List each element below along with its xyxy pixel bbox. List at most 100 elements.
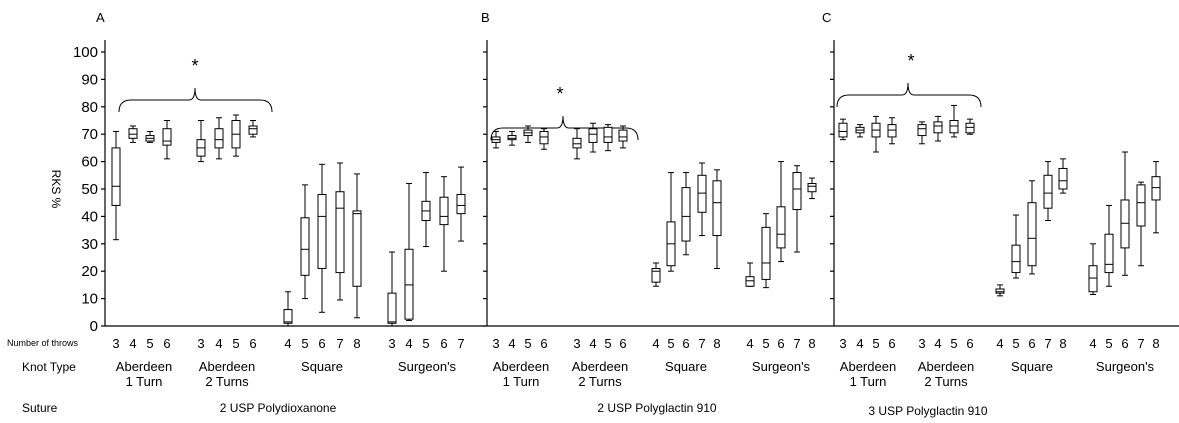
panel-b-box-4-6-throws-label: 6	[777, 336, 784, 351]
panel-a-box-2-4-iqr	[214, 128, 224, 149]
panel-b-box-3-4-throws-label: 4	[652, 336, 659, 351]
panel-a-y-tick-label: 80	[81, 99, 98, 116]
panel-c-box-4-5-throws-label: 5	[1105, 336, 1112, 351]
panel-c-box-2-6-throws-label: 6	[966, 336, 973, 351]
panel-a-box-3-7-iqr	[335, 191, 345, 274]
panel-c-knot-label-4: Surgeon's	[1096, 359, 1155, 374]
panel-b-box-4-6-iqr	[776, 206, 786, 249]
panel-c-box-3-5-iqr	[1011, 244, 1021, 274]
panel-b-box-2-6-iqr	[618, 129, 628, 142]
panel-a-box-4-5-throws-label: 5	[422, 336, 429, 351]
panel-c-knot-label-2: Aberdeen	[918, 359, 974, 374]
row-label-suture: Suture	[22, 401, 58, 415]
panel-b-box-4-5-iqr	[761, 226, 771, 280]
panel-b-box-1-3-throws-label: 3	[492, 336, 499, 351]
panel-c-significance-brace	[836, 82, 982, 108]
panel-c-box-1-5-throws-label: 5	[872, 336, 879, 351]
panel-b-box-2-4-throws-label: 4	[589, 336, 596, 351]
panel-c-box-2-6-iqr	[965, 122, 975, 134]
panel-c-box-3-8-iqr	[1058, 167, 1068, 190]
panel-a-box-1-3-throws-label: 3	[112, 336, 119, 351]
panel-c-box-4-6-iqr	[1120, 199, 1130, 249]
panel-a-box-3-5-throws-label: 5	[301, 336, 308, 351]
panel-c-box-1-6-iqr	[887, 124, 897, 138]
panel-a-significance-star: *	[191, 56, 198, 76]
panel-c-box-3-4-throws-label: 4	[996, 336, 1003, 351]
panel-c-box-3-5-throws-label: 5	[1012, 336, 1019, 351]
panel-c-box-1-6-throws-label: 6	[888, 336, 895, 351]
panel-b-box-2-5-throws-label: 5	[604, 336, 611, 351]
panel-b-box-2-4-iqr	[588, 128, 598, 143]
panel-a-y-tick-label: 20	[81, 263, 98, 280]
panel-c-box-2-4-iqr	[933, 121, 943, 134]
panel-a-box-3-8-throws-label: 8	[353, 336, 360, 351]
panel-c-box-3-7-iqr	[1043, 174, 1053, 209]
panel-a-knot-label-3: Square	[301, 359, 343, 374]
panel-c-box-4-7-iqr	[1136, 184, 1146, 227]
panel-a-box-3-7-throws-label: 7	[336, 336, 343, 351]
panel-a-box-3-4-throws-label: 4	[284, 336, 291, 351]
panel-b-box-2-3-iqr	[572, 137, 582, 149]
panel-a-knot-sublabel-1: 1 Turn	[126, 374, 163, 389]
panel-b-knot-label-1: Aberdeen	[493, 359, 549, 374]
panel-a-box-2-6-throws-label: 6	[249, 336, 256, 351]
panel-b-box-1-5-throws-label: 5	[524, 336, 531, 351]
panel-a-box-1-3-iqr	[111, 147, 121, 206]
panel-b-box-3-8-iqr	[712, 180, 722, 237]
panel-a-box-1-6-throws-label: 6	[163, 336, 170, 351]
panel-b-box-3-4-iqr	[651, 267, 661, 283]
panel-a-letter: A	[96, 10, 105, 25]
panel-c-box-3-6-iqr	[1027, 202, 1037, 267]
panel-c-box-3-8-throws-label: 8	[1059, 336, 1066, 351]
panel-a-box-4-7-iqr	[456, 193, 466, 215]
panel-c-letter: C	[822, 10, 831, 25]
panel-a-box-3-5-iqr	[300, 217, 310, 276]
panel-a-box-1-5-throws-label: 5	[146, 336, 153, 351]
panel-b-box-1-6-iqr	[539, 130, 549, 145]
row-label-throws: Number of throws	[7, 338, 79, 348]
panel-a-box-4-6-iqr	[439, 196, 449, 226]
panel-a-knot-label-2: Aberdeen	[199, 359, 255, 374]
panel-b-suture-label: 2 USP Polyglactin 910	[597, 401, 717, 415]
panel-a-y-tick-label: 30	[81, 236, 98, 253]
panel-a-knot-label-4: Surgeon's	[398, 359, 457, 374]
panel-a-box-1-4-iqr	[128, 128, 138, 139]
panel-a-y-tick-label: 10	[81, 291, 98, 308]
panel-c-box-3-4-iqr	[995, 288, 1005, 294]
panel-a-suture-label: 2 USP Polydioxanone	[220, 401, 337, 415]
row-label-knot-type: Knot Type	[22, 360, 76, 374]
panel-a-box-3-6-iqr	[317, 193, 327, 269]
panel-c-box-4-5-iqr	[1104, 233, 1114, 274]
panel-a-box-2-6-iqr	[248, 125, 258, 135]
panel-b-box-1-6-throws-label: 6	[540, 336, 547, 351]
panel-a-y-tick-label: 100	[73, 44, 98, 61]
panel-a-y-tick-label: 50	[81, 181, 98, 198]
panel-b-box-2-6-throws-label: 6	[619, 336, 626, 351]
panel-a-y-tick-label: 0	[90, 318, 98, 335]
panel-c-knot-label-3: Square	[1011, 359, 1053, 374]
panel-a-box-3-8-iqr	[352, 210, 362, 287]
panel-b-box-1-4-throws-label: 4	[508, 336, 515, 351]
panel-b-box-3-7-iqr	[697, 174, 707, 213]
panel-b-box-2-3-throws-label: 3	[573, 336, 580, 351]
panel-a-box-3-4-iqr	[283, 309, 293, 324]
panel-c-box-2-4-throws-label: 4	[934, 336, 941, 351]
panel-c-box-4-7-throws-label: 7	[1137, 336, 1144, 351]
panel-c-box-2-3-throws-label: 3	[918, 336, 925, 351]
panel-b-letter: B	[481, 10, 490, 25]
panel-a-y-tick-label: 90	[81, 71, 98, 88]
panel-a-box-4-6-throws-label: 6	[440, 336, 447, 351]
panel-b-knot-sublabel-2: 2 Turns	[578, 374, 622, 389]
panel-b-significance-star: *	[556, 84, 563, 104]
panel-c-box-4-4-iqr	[1088, 265, 1098, 293]
panel-b-box-4-4-throws-label: 4	[746, 336, 753, 351]
panel-b-knot-label-3: Square	[665, 359, 707, 374]
panel-a-knot-label-1: Aberdeen	[116, 359, 172, 374]
panel-b-knot-label-2: Aberdeen	[572, 359, 628, 374]
panel-b-box-3-5-throws-label: 5	[667, 336, 674, 351]
panel-b-box-4-5-throws-label: 5	[762, 336, 769, 351]
panel-b-box-3-6-iqr	[681, 187, 691, 242]
panel-c-box-1-3-throws-label: 3	[839, 336, 846, 351]
panel-b-box-1-4-iqr	[507, 135, 517, 141]
